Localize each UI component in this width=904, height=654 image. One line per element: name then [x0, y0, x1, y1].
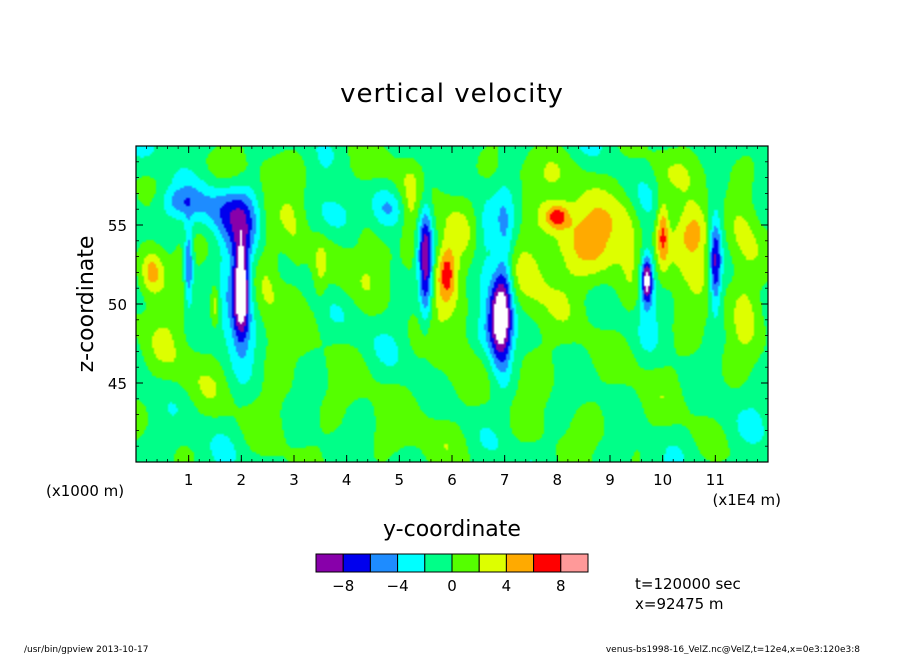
x-tick-label: 3 — [289, 471, 299, 489]
colorbar-swatch — [533, 553, 562, 573]
y-tick-label: 45 — [108, 375, 127, 393]
colorbar-label: −4 — [387, 577, 409, 595]
x-tick-label: 11 — [706, 471, 725, 489]
time-info: t=120000 sec — [635, 575, 741, 593]
y-axis-title: z-coordinate — [74, 236, 99, 373]
colorbar-swatch — [424, 553, 453, 573]
colorbar-label: 8 — [556, 577, 566, 595]
footer-left: /usr/bin/gpview 2013-10-17 — [24, 645, 148, 654]
colorbar-swatch — [342, 553, 371, 573]
chart-title: vertical velocity — [340, 79, 564, 109]
x-tick-label: 5 — [395, 471, 405, 489]
colorbar-swatch — [560, 553, 589, 573]
colorbar-label: 0 — [447, 577, 457, 595]
footer-right: venus-bs1998-16_VelZ.nc@VelZ,t=12e4,x=0e… — [606, 645, 860, 654]
x-tick-label: 9 — [605, 471, 615, 489]
x-axis-ticks: 1 2 3 4 5 6 7 8 9 10 11 — [146, 146, 769, 489]
y-tick-label: 55 — [108, 217, 127, 235]
x-tick-label: 2 — [237, 471, 247, 489]
colorbar-swatch — [478, 553, 507, 573]
position-info: x=92475 m — [635, 595, 724, 613]
colorbar-swatch — [505, 553, 535, 573]
x-tick-label: 4 — [342, 471, 352, 489]
x-tick-label: 1 — [184, 471, 194, 489]
x-tick-label: 8 — [553, 471, 563, 489]
x-tick-label: 10 — [653, 471, 672, 489]
colorbar: −8 −4 0 4 8 — [315, 553, 589, 595]
colorbar-label: 4 — [502, 577, 512, 595]
x-unit-right: (x1E4 m) — [712, 491, 781, 509]
y-axis-ticks: 45 50 55 — [108, 161, 768, 447]
y-tick-label: 50 — [108, 296, 127, 314]
plot-area — [135, 145, 769, 463]
x-unit-left: (x1000 m) — [46, 482, 124, 500]
colorbar-label: −8 — [332, 577, 354, 595]
velocity-field-contours — [136, 146, 768, 462]
colorbar-swatch — [451, 553, 480, 573]
x-tick-label: 6 — [447, 471, 457, 489]
colorbar-swatch — [397, 553, 426, 573]
colorbar-swatch — [315, 553, 344, 573]
x-tick-label: 7 — [500, 471, 510, 489]
x-axis-title: y-coordinate — [383, 517, 521, 542]
colorbar-swatch — [369, 553, 399, 573]
